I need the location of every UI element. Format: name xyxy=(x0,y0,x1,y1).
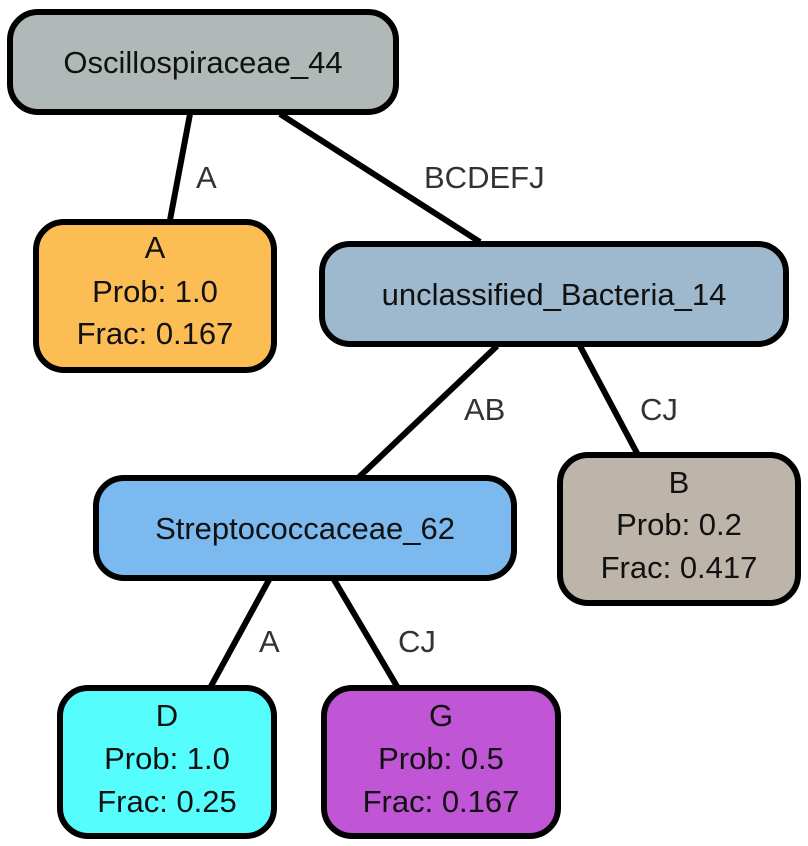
edge-label-root-unc: BCDEFJ xyxy=(424,160,545,195)
node-leaf-g-box xyxy=(321,685,561,839)
node-leaf-d-name: D xyxy=(156,698,178,733)
node-unclassified-box xyxy=(319,241,789,347)
node-leaf-b-name: B xyxy=(669,465,690,500)
node-root-box xyxy=(7,9,399,115)
node-root-label: Oscillospiraceae_44 xyxy=(63,45,342,80)
node-streptococcaceae-label: Streptococcaceae_62 xyxy=(155,511,455,546)
node-leaf-g-prob: Prob: 0.5 xyxy=(378,741,504,776)
node-leaf-b-box xyxy=(557,452,801,606)
node-root[interactable]: Oscillospiraceae_44 xyxy=(7,9,399,115)
edge-label-strep-leafG: CJ xyxy=(398,624,436,659)
edge-label-unc-strep: AB xyxy=(464,392,505,427)
edge-label-strep-leafD: A xyxy=(259,624,280,659)
node-leaf-d-box xyxy=(57,685,277,839)
node-leaf-a[interactable]: A Prob: 1.0 Frac: 0.167 xyxy=(33,219,277,373)
node-leaf-a-box xyxy=(33,219,277,373)
node-leaf-b[interactable]: B Prob: 0.2 Frac: 0.417 xyxy=(557,452,801,606)
edges xyxy=(167,111,641,690)
node-streptococcaceae-box xyxy=(93,475,517,581)
node-leaf-d-frac: Frac: 0.25 xyxy=(97,784,237,819)
node-unclassified[interactable]: unclassified_Bacteria_14 xyxy=(319,241,789,347)
edge-root-leafA xyxy=(167,113,193,221)
edge-unc-leafB xyxy=(577,344,641,457)
node-leaf-g[interactable]: G Prob: 0.5 Frac: 0.167 xyxy=(321,685,561,839)
edge-label-root-leafA: A xyxy=(196,160,217,195)
node-leaf-a-prob: Prob: 1.0 xyxy=(92,274,218,309)
node-leaf-b-prob: Prob: 0.2 xyxy=(616,507,742,542)
edge-strep-leafG xyxy=(330,576,401,690)
node-streptococcaceae[interactable]: Streptococcaceae_62 xyxy=(93,475,517,581)
node-leaf-d[interactable]: D Prob: 1.0 Frac: 0.25 xyxy=(57,685,277,839)
edge-root-unc xyxy=(278,111,482,245)
node-leaf-d-prob: Prob: 1.0 xyxy=(104,741,230,776)
node-unclassified-label: unclassified_Bacteria_14 xyxy=(382,277,727,312)
node-leaf-a-name: A xyxy=(145,230,166,265)
edge-strep-leafD xyxy=(207,576,273,690)
node-leaf-g-frac: Frac: 0.167 xyxy=(363,784,520,819)
node-leaf-a-frac: Frac: 0.167 xyxy=(77,316,234,351)
edge-label-unc-leafB: CJ xyxy=(640,392,678,427)
edge-labels: A BCDEFJ AB CJ A CJ xyxy=(196,160,678,659)
node-leaf-b-frac: Frac: 0.417 xyxy=(601,550,758,585)
edge-unc-strep xyxy=(355,343,500,481)
node-leaf-g-name: G xyxy=(429,698,453,733)
